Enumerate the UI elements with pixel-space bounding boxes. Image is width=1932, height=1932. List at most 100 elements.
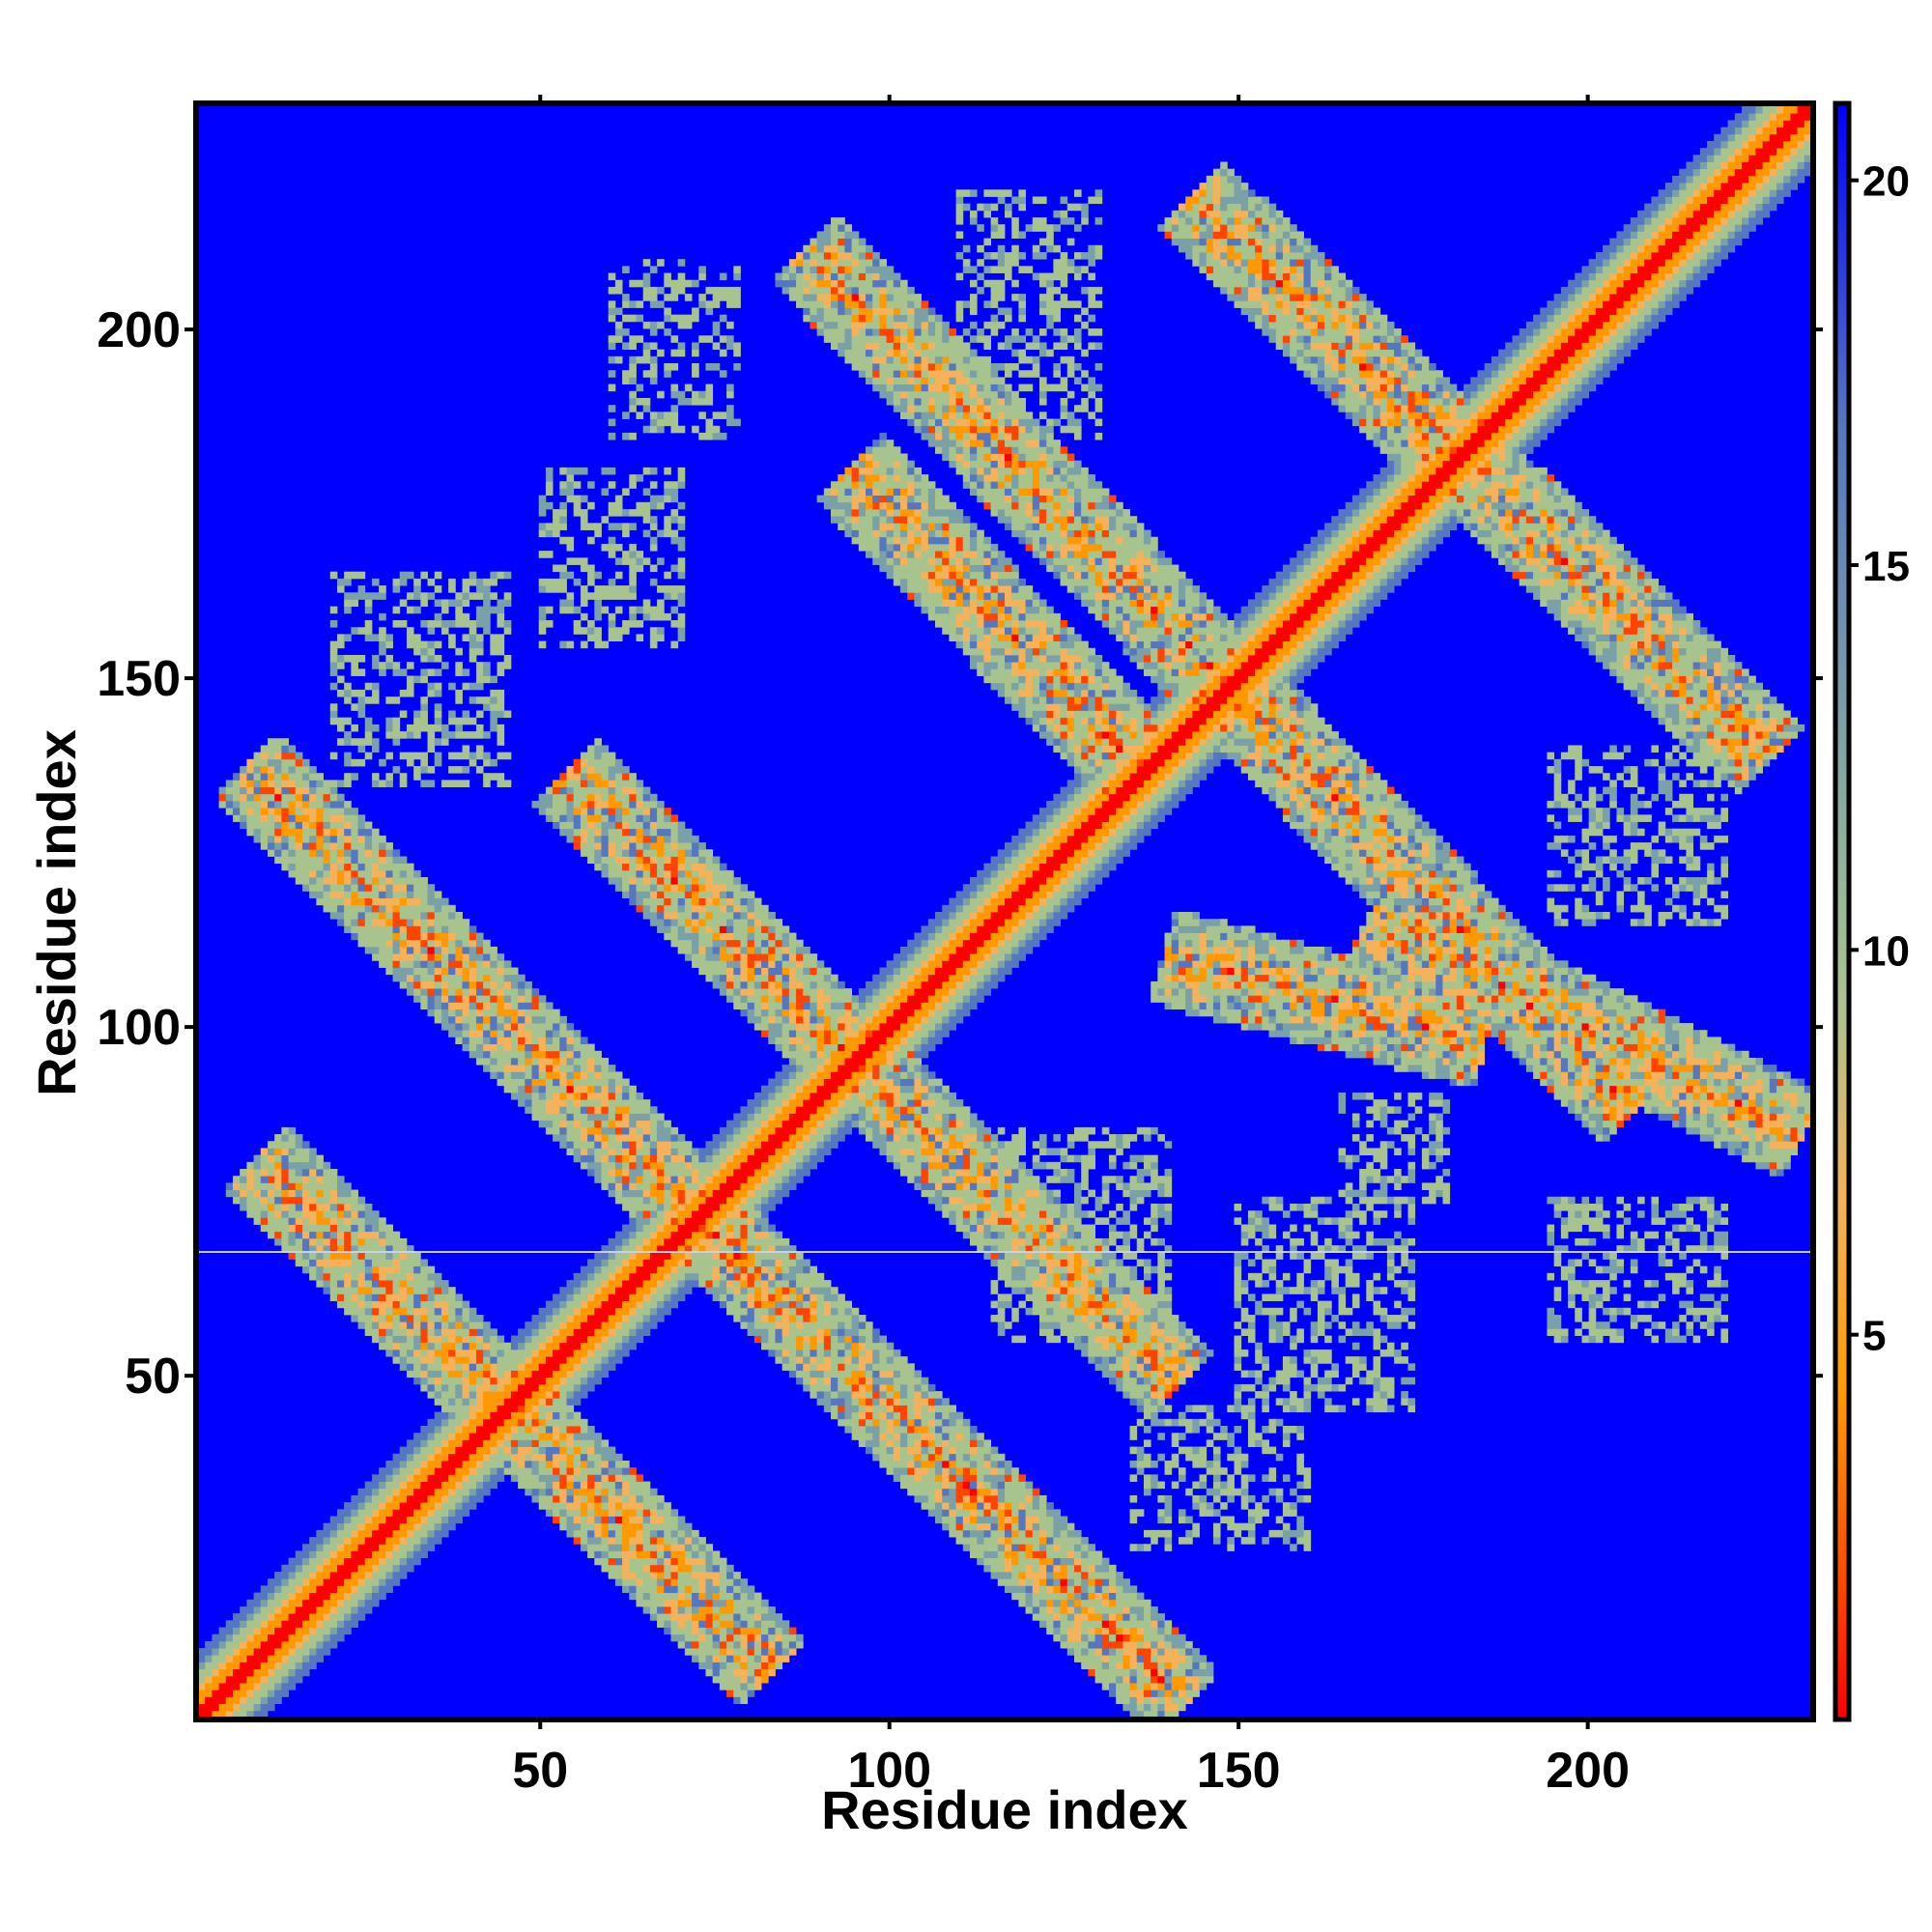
heatmap-cell bbox=[476, 753, 484, 760]
heatmap-cell bbox=[400, 877, 408, 885]
heatmap-cell bbox=[497, 1371, 505, 1378]
heatmap-cell bbox=[428, 1343, 436, 1350]
heatmap-cell bbox=[240, 1169, 247, 1177]
heatmap-cell bbox=[463, 634, 470, 641]
heatmap-cell bbox=[448, 1328, 456, 1336]
heatmap-cell bbox=[469, 579, 477, 586]
heatmap-cell bbox=[413, 1273, 421, 1281]
heatmap-cell bbox=[428, 1280, 436, 1288]
heatmap-cell bbox=[281, 1197, 289, 1205]
heatmap-cell bbox=[296, 870, 303, 878]
heatmap-cell bbox=[372, 655, 380, 663]
heatmap-cell bbox=[455, 1412, 463, 1420]
heatmap-cell bbox=[413, 1523, 421, 1531]
heatmap-cell bbox=[337, 1197, 345, 1205]
heatmap-cell bbox=[324, 1578, 331, 1586]
heatmap-cell bbox=[455, 1447, 463, 1455]
heatmap-cell bbox=[379, 1558, 386, 1566]
heatmap-cell bbox=[274, 1655, 282, 1662]
heatmap-cell bbox=[302, 1238, 310, 1246]
heatmap-cell bbox=[365, 1523, 373, 1531]
heatmap-cell bbox=[448, 731, 456, 739]
heatmap-cell bbox=[504, 1371, 512, 1378]
heatmap-cell bbox=[372, 919, 380, 926]
heatmap-cell bbox=[435, 1489, 442, 1496]
heatmap-cell bbox=[330, 683, 338, 691]
heatmap-cell bbox=[407, 1482, 414, 1490]
heatmap-cell bbox=[455, 988, 463, 996]
heatmap-cell bbox=[351, 1523, 358, 1531]
heatmap-cell bbox=[469, 1328, 477, 1336]
heatmap-cell bbox=[420, 648, 428, 656]
heatmap-cell bbox=[435, 1461, 442, 1468]
heatmap-cell bbox=[400, 1565, 408, 1573]
heatmap-cell bbox=[365, 1315, 373, 1322]
heatmap-cell bbox=[316, 1620, 324, 1628]
heatmap-cell bbox=[497, 1419, 505, 1427]
heatmap-cell bbox=[302, 1669, 310, 1677]
heatmap-cell bbox=[379, 1482, 386, 1490]
heatmap-cell bbox=[476, 585, 484, 593]
heatmap-cell bbox=[400, 975, 408, 982]
heatmap-cell bbox=[483, 662, 491, 669]
heatmap-cell bbox=[302, 773, 310, 781]
heatmap-cell bbox=[413, 1287, 421, 1294]
heatmap-cell bbox=[337, 912, 345, 920]
heatmap-cell bbox=[358, 703, 366, 711]
heatmap-cell bbox=[372, 1509, 380, 1517]
heatmap-cell bbox=[309, 1210, 317, 1218]
heatmap-cell bbox=[344, 1530, 352, 1538]
heatmap-cell bbox=[372, 696, 380, 704]
heatmap-cell bbox=[226, 1182, 234, 1190]
heatmap-cell bbox=[344, 1606, 352, 1614]
heatmap-cell bbox=[337, 891, 345, 898]
heatmap-cell bbox=[302, 1628, 310, 1635]
heatmap-cell bbox=[497, 1065, 505, 1072]
heatmap-cell bbox=[428, 1273, 436, 1281]
heatmap-cell bbox=[289, 1641, 297, 1649]
heatmap-cell bbox=[448, 1391, 456, 1399]
heatmap-cell bbox=[254, 787, 262, 795]
heatmap-cell bbox=[330, 620, 338, 628]
heatmap-cell bbox=[358, 1315, 366, 1322]
heatmap-cell bbox=[483, 1030, 491, 1037]
heatmap-cell bbox=[400, 919, 408, 926]
heatmap-cell bbox=[413, 870, 421, 878]
heatmap-cell bbox=[358, 592, 366, 600]
heatmap-cell bbox=[233, 808, 241, 815]
heatmap-cell bbox=[289, 759, 297, 767]
heatmap-cell bbox=[309, 836, 317, 843]
heatmap-cell bbox=[455, 1037, 463, 1044]
heatmap-cell bbox=[385, 891, 393, 898]
heatmap-cell bbox=[428, 1474, 436, 1482]
heatmap-cell bbox=[385, 870, 393, 878]
heatmap-cell bbox=[351, 1252, 358, 1260]
heatmap-cell bbox=[476, 1356, 484, 1364]
heatmap-cell bbox=[337, 1572, 345, 1579]
heatmap-cell bbox=[351, 1509, 358, 1517]
heatmap-cell bbox=[483, 1016, 491, 1024]
heatmap-cell bbox=[385, 634, 393, 641]
heatmap-cell bbox=[296, 1628, 303, 1635]
heatmap-cell bbox=[420, 780, 428, 787]
heatmap-cell bbox=[379, 1232, 386, 1239]
heatmap-cell bbox=[455, 592, 463, 600]
heatmap-cell bbox=[379, 1537, 386, 1545]
heatmap-cell bbox=[393, 1572, 401, 1579]
heatmap-cell bbox=[511, 1439, 519, 1447]
heatmap-cell bbox=[330, 1204, 338, 1211]
heatmap-cell bbox=[490, 696, 497, 704]
heatmap-cell bbox=[254, 1676, 262, 1684]
heatmap-cell bbox=[400, 1523, 408, 1531]
heatmap-cell bbox=[476, 1328, 484, 1336]
heatmap-cell bbox=[372, 1495, 380, 1503]
heatmap-cell bbox=[289, 1683, 297, 1690]
heatmap-cell bbox=[365, 1252, 373, 1260]
heatmap-cell bbox=[365, 1280, 373, 1288]
heatmap-cell bbox=[274, 856, 282, 864]
heatmap-cell bbox=[261, 766, 269, 774]
heatmap-cell bbox=[504, 1086, 512, 1094]
heatmap-cell bbox=[344, 731, 352, 739]
heatmap-cell bbox=[261, 1696, 269, 1704]
heatmap-cell bbox=[455, 968, 463, 976]
